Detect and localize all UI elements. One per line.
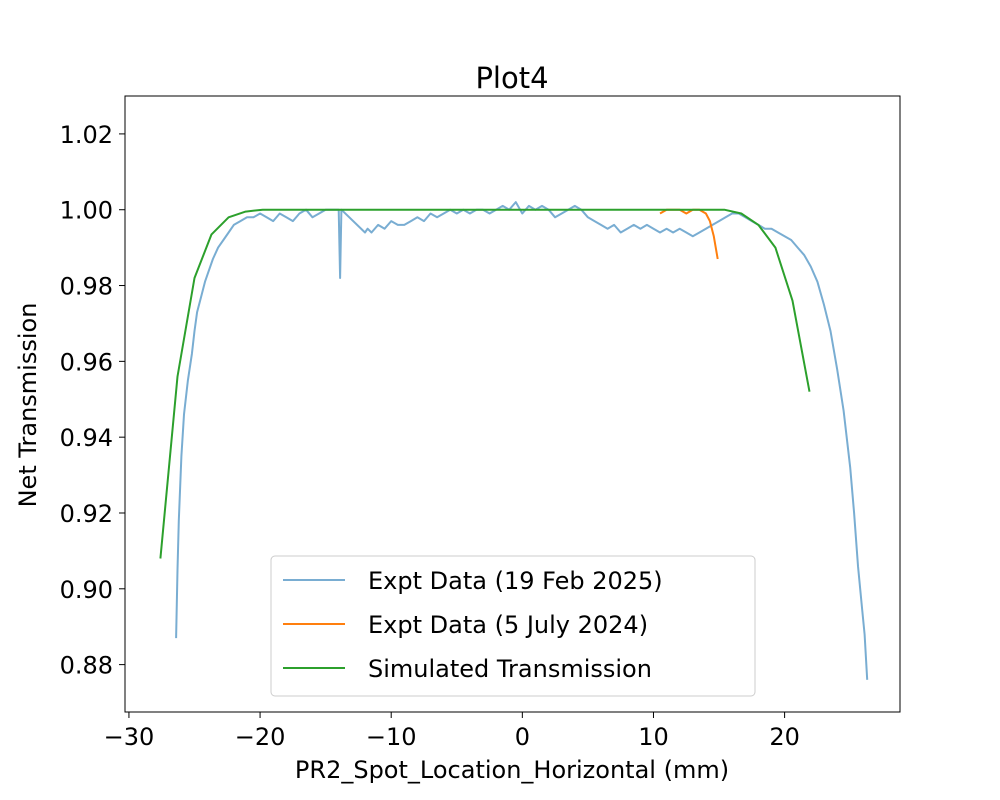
y-tick-label: 0.88 (60, 652, 113, 680)
x-axis: −30 −20 −10 0 10 20 (104, 712, 800, 751)
y-axis: 0.88 0.90 0.92 0.94 0.96 0.98 1.00 1.02 (60, 121, 125, 680)
legend-label-3: Simulated Transmission (368, 655, 652, 683)
y-tick-label: 0.96 (60, 348, 113, 376)
legend-box (270, 555, 756, 697)
x-tick-label: −30 (104, 723, 155, 751)
x-tick-label: −10 (366, 723, 417, 751)
x-tick-label: 0 (515, 723, 530, 751)
y-tick-label: 1.00 (60, 197, 113, 225)
chart-title: Plot4 (475, 61, 548, 95)
x-tick-label: −20 (235, 723, 286, 751)
x-tick-label: 20 (769, 723, 800, 751)
y-tick-label: 0.92 (60, 500, 113, 528)
y-tick-label: 0.90 (60, 576, 113, 604)
plot-frame (124, 95, 901, 713)
plot-area (124, 95, 901, 713)
series-line-3 (159, 208, 811, 559)
y-tick-label: 0.98 (60, 273, 113, 301)
legend-label-2: Expt Data (5 July 2024) (368, 611, 648, 639)
x-axis-label: PR2_Spot_Location_Horizontal (mm) (295, 756, 729, 784)
y-axis-label: Net Transmission (14, 303, 42, 508)
y-tick-label: 1.02 (60, 121, 113, 149)
y-tick-label: 0.94 (60, 424, 113, 452)
x-tick-label: 10 (638, 723, 669, 751)
legend: Expt Data (19 Feb 2025) Expt Data (5 July… (270, 555, 756, 697)
legend-label-1: Expt Data (19 Feb 2025) (368, 567, 663, 595)
